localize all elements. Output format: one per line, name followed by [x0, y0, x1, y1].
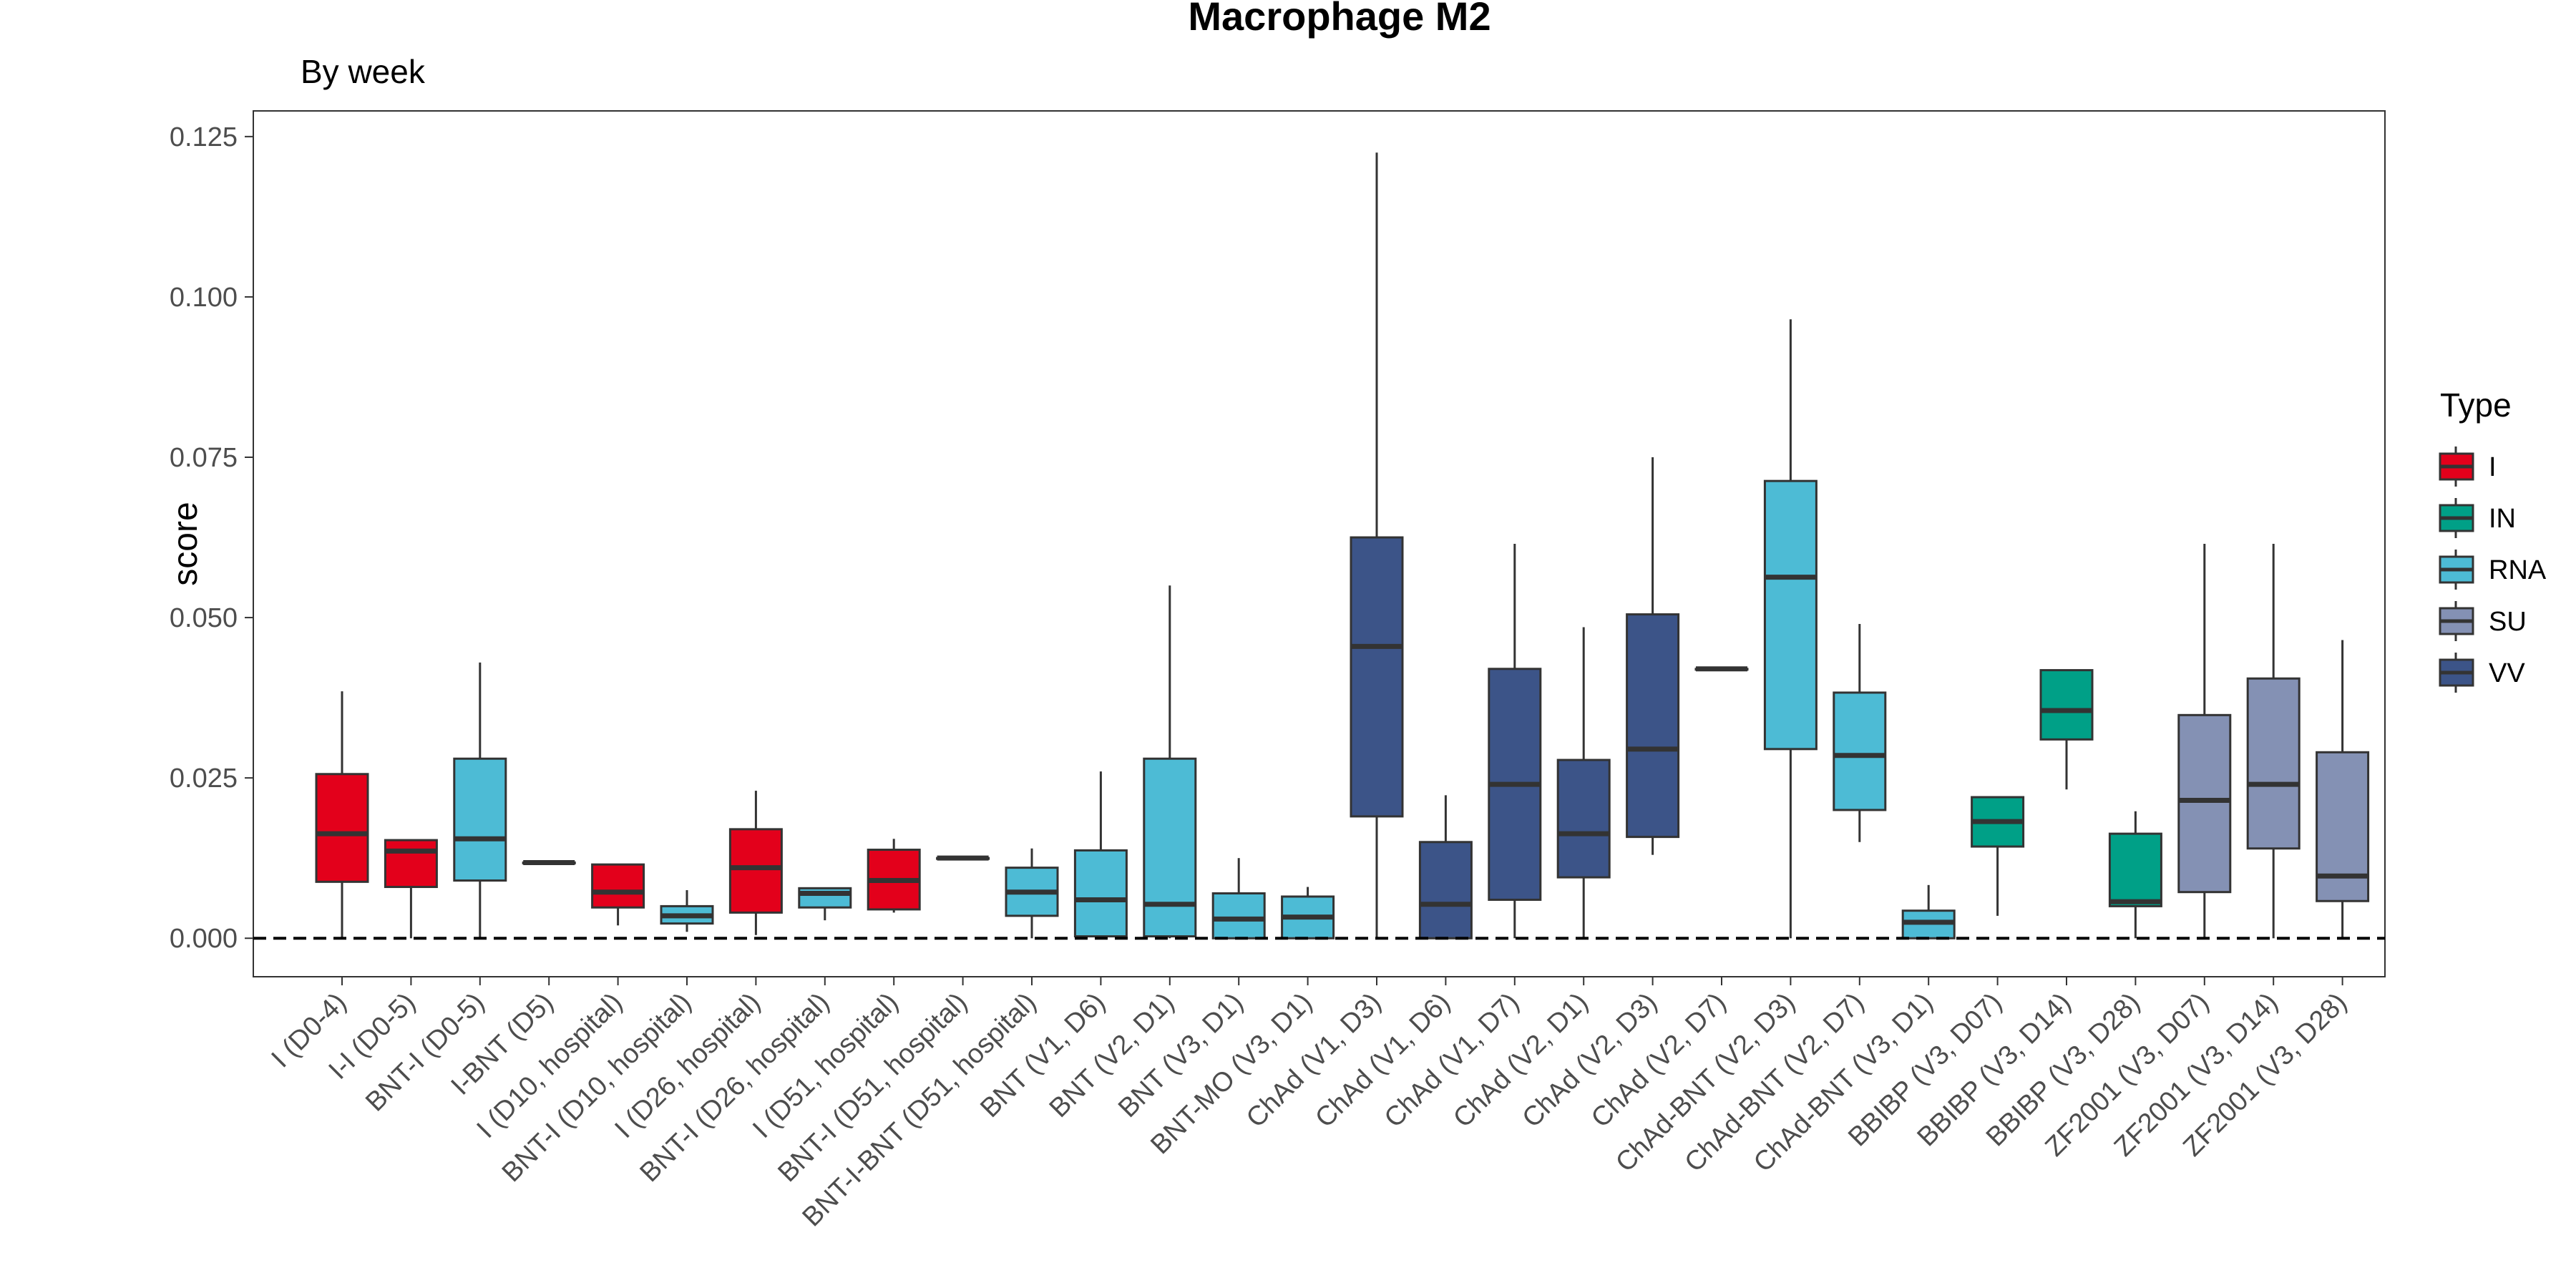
legend-item-su: SU — [2439, 601, 2527, 641]
box-iqr — [1350, 536, 1404, 818]
box-4 — [591, 863, 645, 926]
box-iqr — [1556, 758, 1611, 879]
legend-label: RNA — [2489, 555, 2547, 585]
box-24 — [1971, 796, 2025, 916]
legend-items: I IN RNA SU VV — [2439, 447, 2547, 693]
box-28 — [2246, 544, 2301, 939]
box-18 — [1556, 627, 1611, 939]
legend-label: IN — [2489, 504, 2516, 534]
box-19 — [1626, 457, 1680, 855]
box-21 — [1763, 319, 1818, 939]
box-5 — [660, 890, 714, 932]
y-tick-label: 0.000 — [170, 924, 238, 954]
box-iqr — [1211, 892, 1266, 940]
box-iqr — [453, 757, 507, 882]
box-iqr — [1418, 841, 1473, 940]
legend-item-rna: RNA — [2439, 550, 2547, 590]
box-iqr — [1073, 849, 1128, 938]
box-11 — [1073, 771, 1128, 939]
box-6 — [728, 791, 783, 935]
box-iqr — [2108, 832, 2162, 907]
box-0 — [315, 691, 369, 939]
box-iqr — [2039, 669, 2094, 741]
y-tick-label: 0.075 — [170, 443, 238, 473]
box-iqr — [2316, 751, 2370, 902]
box-22 — [1833, 624, 1887, 842]
legend-label: I — [2489, 452, 2497, 482]
box-iqr — [2177, 713, 2232, 894]
box-1 — [384, 839, 438, 939]
chart-title: Macrophage M2 — [1188, 0, 1491, 39]
box-2 — [453, 662, 507, 939]
chart-subtitle: By week — [301, 53, 426, 90]
legend-title: Type — [2440, 386, 2512, 424]
y-tick-label: 0.025 — [170, 763, 238, 794]
legend-item-vv: VV — [2439, 653, 2525, 693]
x-axis-ticks: I (D0-4)I-I (D0-5)BNT-I (D0-5)I-BNT (D5)… — [266, 977, 2353, 1232]
y-axis-title: score — [167, 502, 205, 585]
box-16 — [1418, 795, 1473, 940]
box-29 — [2316, 640, 2370, 939]
box-25 — [2039, 669, 2094, 790]
legend-item-in: IN — [2439, 498, 2516, 538]
box-14 — [1281, 887, 1335, 940]
plot-panel — [253, 110, 2386, 977]
box-12 — [1143, 585, 1197, 939]
box-iqr — [1763, 479, 1818, 751]
box-3 — [522, 859, 576, 865]
box-7 — [798, 887, 852, 921]
y-tick-label: 0.100 — [170, 283, 238, 313]
y-tick-label: 0.050 — [170, 603, 238, 633]
box-27 — [2177, 544, 2232, 939]
y-axis-ticks: 0.000 0.025 0.050 0.075 0.100 0.125 — [170, 122, 253, 954]
box-iqr — [2246, 677, 2301, 850]
y-tick-label: 0.125 — [170, 122, 238, 152]
box-8 — [867, 839, 921, 913]
legend-label: VV — [2489, 658, 2525, 688]
box-17 — [1488, 544, 1542, 939]
legend: Type I IN RNA SU VV — [2439, 386, 2547, 693]
box-9 — [936, 855, 990, 861]
box-15 — [1350, 152, 1404, 939]
box-iqr — [591, 863, 645, 909]
box-iqr — [384, 839, 438, 889]
box-iqr — [1143, 757, 1197, 938]
box-26 — [2108, 811, 2162, 939]
box-iqr — [315, 773, 369, 883]
box-20 — [1694, 666, 1749, 672]
box-iqr — [1833, 691, 1887, 811]
legend-item-i: I — [2439, 447, 2497, 487]
box-iqr — [728, 828, 783, 914]
box-iqr — [1626, 613, 1680, 839]
legend-label: SU — [2489, 607, 2527, 637]
box-10 — [1005, 848, 1059, 939]
